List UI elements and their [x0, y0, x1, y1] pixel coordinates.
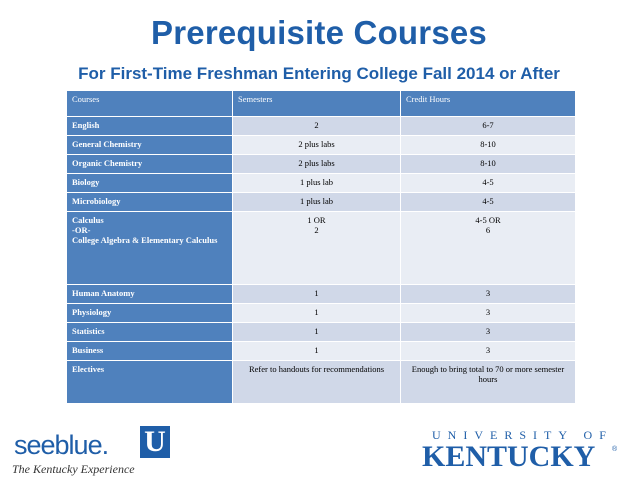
course-cell: Business — [66, 341, 233, 361]
table-row: Physiology 1 3 — [66, 303, 576, 323]
credit-hours-cell: 8-10 — [400, 135, 576, 155]
credit-hours-cell: 4-5 — [400, 173, 576, 193]
table-row: General Chemistry 2 plus labs 8-10 — [66, 135, 576, 155]
credit-hours-cell: 8-10 — [400, 154, 576, 174]
course-cell: English — [66, 116, 233, 136]
credit-hours-cell: 3 — [400, 303, 576, 323]
semesters-cell: 1 — [232, 303, 401, 323]
semesters-cell: 2 — [232, 116, 401, 136]
table-row: Organic Chemistry 2 plus labs 8-10 — [66, 154, 576, 174]
credit-hours-cell: 3 — [400, 341, 576, 361]
table-row: Statistics 1 3 — [66, 322, 576, 342]
semesters-cell: 2 plus labs — [232, 135, 401, 155]
course-cell: Electives — [66, 360, 233, 404]
seeblue-wordmark: seeblue. — [14, 430, 109, 460]
semesters-cell: 1 plus lab — [232, 192, 401, 212]
university-of-text: UNIVERSITY OF — [432, 428, 613, 442]
page-title: Prerequisite Courses — [151, 14, 487, 51]
seeblue-logo: seeblue. U The Kentucky Experience — [12, 426, 202, 476]
credit-hours-cell: 4-5 OR 6 — [400, 211, 576, 285]
registered-mark: ® — [612, 446, 618, 453]
course-cell: Physiology — [66, 303, 233, 323]
course-cell: General Chemistry — [66, 135, 233, 155]
kentucky-wordmark: KENTUCKY — [422, 440, 596, 473]
credit-hours-cell: 6-7 — [400, 116, 576, 136]
semesters-cell: 1 OR 2 — [232, 211, 401, 285]
credit-hours-cell: 3 — [400, 284, 576, 304]
university-of-kentucky-logo: UNIVERSITY OF KENTUCKY ® — [420, 428, 632, 476]
table-row: Biology 1 plus lab 4-5 — [66, 173, 576, 193]
semesters-cell: 1 — [232, 341, 401, 361]
table-row: Calculus -OR- College Algebra & Elementa… — [66, 211, 576, 285]
column-header-credit-hours: Credit Hours — [400, 90, 576, 117]
table-row: Business 1 3 — [66, 341, 576, 361]
prerequisite-table: Courses Semesters Credit Hours English 2… — [66, 90, 576, 404]
semesters-cell: Refer to handouts for recommendations — [232, 360, 401, 404]
seeblue-tagline: The Kentucky Experience — [12, 462, 135, 476]
semesters-cell: 1 — [232, 322, 401, 342]
course-cell: Calculus -OR- College Algebra & Elementa… — [66, 211, 233, 285]
course-cell: Biology — [66, 173, 233, 193]
course-cell: Statistics — [66, 322, 233, 342]
table-header-row: Courses Semesters Credit Hours — [66, 90, 576, 117]
credit-hours-cell: 4-5 — [400, 192, 576, 212]
table-row: Human Anatomy 1 3 — [66, 284, 576, 304]
credit-hours-cell: 3 — [400, 322, 576, 342]
credit-hours-cell: Enough to bring total to 70 or more seme… — [400, 360, 576, 404]
semesters-cell: 2 plus labs — [232, 154, 401, 174]
course-cell: Human Anatomy — [66, 284, 233, 304]
page-subtitle: For First-Time Freshman Entering College… — [78, 64, 560, 83]
column-header-courses: Courses — [66, 90, 233, 117]
table-row: Electives Refer to handouts for recommen… — [66, 360, 576, 404]
course-cell: Microbiology — [66, 192, 233, 212]
table-row: Microbiology 1 plus lab 4-5 — [66, 192, 576, 212]
table-row: English 2 6-7 — [66, 116, 576, 136]
uk-u-mark: U — [140, 426, 170, 458]
semesters-cell: 1 — [232, 284, 401, 304]
course-cell: Organic Chemistry — [66, 154, 233, 174]
column-header-semesters: Semesters — [232, 90, 401, 117]
semesters-cell: 1 plus lab — [232, 173, 401, 193]
